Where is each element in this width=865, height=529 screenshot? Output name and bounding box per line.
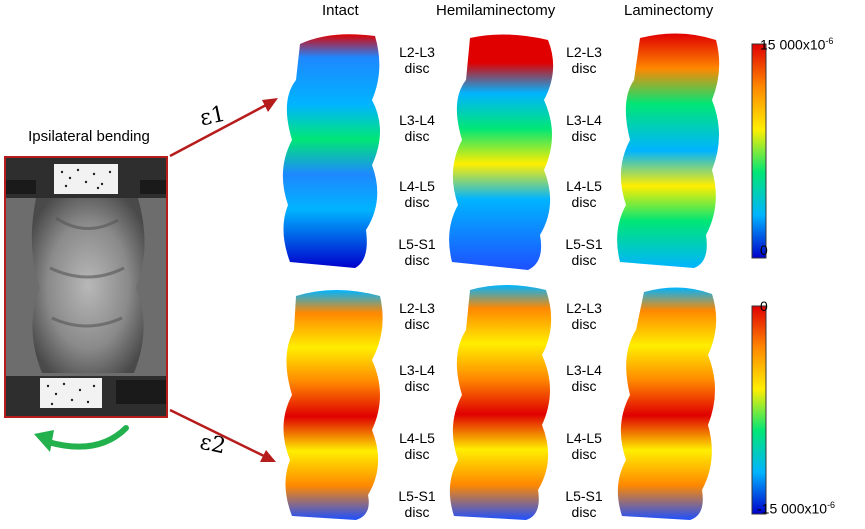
loading-case-title: Ipsilateral bending: [28, 128, 150, 145]
disc-label-l5-s1-hemi: L5-S1 disc: [565, 236, 603, 268]
colorbar-e2-min: -15 000x10-6: [757, 500, 836, 517]
disc-label-l3-l4-hemi-2: L3-L4 disc: [566, 362, 602, 394]
column-title-intact: Intact: [322, 2, 359, 19]
column-title-hemilaminectomy: Hemilaminectomy: [436, 2, 556, 19]
disc-label-l3-l4-intact: L3-L4 disc: [399, 112, 435, 144]
disc-label-l2-l3-intact-2: L2-L3 disc: [399, 300, 435, 332]
disc-label-l3-l4-intact-2: L3-L4 disc: [399, 362, 435, 394]
disc-label-l4-l5-hemi-2: L4-L5 disc: [566, 430, 602, 462]
arrow-e1-icon: [169, 98, 278, 158]
disc-label-l3-l4-hemi: L3-L4 disc: [566, 112, 602, 144]
rotation-arrow-icon: [34, 425, 129, 452]
disc-label-l2-l3-hemi-2: L2-L3 disc: [566, 300, 602, 332]
colorbar-e1-max: 15 000x10-6: [760, 36, 834, 53]
column-title-laminectomy: Laminectomy: [624, 2, 714, 19]
disc-label-l4-l5-intact: L4-L5 disc: [399, 178, 435, 210]
disc-label-l5-s1-hemi-2: L5-S1 disc: [565, 488, 603, 520]
colorbar-e2-max: 0: [760, 298, 768, 314]
disc-label-l4-l5-intact-2: L4-L5 disc: [399, 430, 435, 462]
arrow-e2-icon: [169, 408, 276, 462]
disc-label-l2-l3-intact: L2-L3 disc: [399, 44, 435, 76]
disc-label-l5-s1-intact-2: L5-S1 disc: [398, 488, 436, 520]
disc-label-l2-l3-hemi: L2-L3 disc: [566, 44, 602, 76]
specimen-photo: [4, 156, 168, 418]
disc-label-l5-s1-intact: L5-S1 disc: [398, 236, 436, 268]
colorbar-e1-min: 0: [760, 242, 768, 258]
disc-label-l4-l5-hemi: L4-L5 disc: [566, 178, 602, 210]
